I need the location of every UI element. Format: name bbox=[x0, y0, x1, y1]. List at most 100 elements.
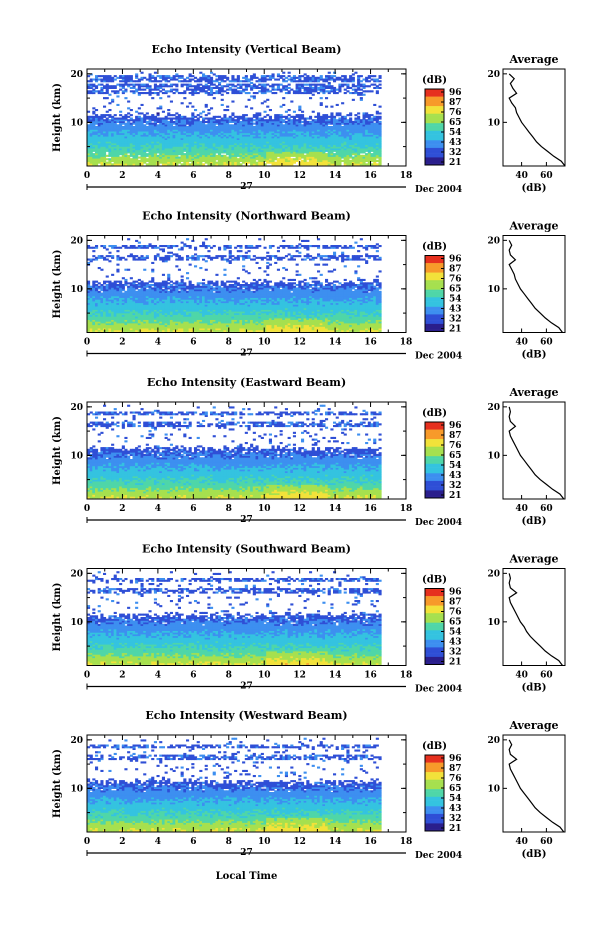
colorbar-tick: 43 bbox=[449, 804, 462, 814]
average-title: Average bbox=[508, 386, 558, 399]
average-x-tick: 60 bbox=[540, 171, 553, 181]
day-label: 27 bbox=[240, 349, 253, 359]
colorbar-tick: 54 bbox=[449, 794, 462, 804]
x-tick-label: 6 bbox=[190, 671, 196, 681]
x-tick-label: 4 bbox=[155, 837, 161, 847]
x-tick-label: 2 bbox=[119, 171, 125, 181]
colorbar-tick: 43 bbox=[449, 471, 462, 481]
day-label: 27 bbox=[240, 682, 253, 692]
average-x-tick: 60 bbox=[540, 837, 553, 847]
x-tick-label: 18 bbox=[400, 671, 413, 681]
colorbar-tick: 21 bbox=[449, 158, 462, 168]
colorbar-tick: 32 bbox=[449, 648, 462, 658]
x-tick-label: 14 bbox=[329, 171, 342, 181]
average-title: Average bbox=[508, 719, 558, 732]
average-x-label: (dB) bbox=[522, 350, 547, 361]
x-tick-label: 6 bbox=[190, 338, 196, 348]
y-tick-label: 10 bbox=[70, 784, 83, 794]
y-tick-label: 20 bbox=[70, 70, 83, 80]
colorbar-tick: 43 bbox=[449, 138, 462, 148]
colorbar-tick: 87 bbox=[449, 431, 462, 441]
heatmap bbox=[87, 737, 382, 832]
average-y-tick: 10 bbox=[487, 784, 500, 794]
colorbar-unit: (dB) bbox=[422, 242, 447, 253]
colorbar-tick: 21 bbox=[449, 491, 462, 501]
x-tick-label: 6 bbox=[190, 171, 196, 181]
panel-title: Echo Intensity (Southward Beam) bbox=[142, 543, 351, 556]
average-profile-line bbox=[508, 73, 566, 167]
average-title: Average bbox=[508, 220, 558, 233]
x-tick-label: 2 bbox=[119, 671, 125, 681]
x-tick-label: 10 bbox=[258, 837, 271, 847]
x-tick-label: 2 bbox=[119, 338, 125, 348]
x-tick-label: 0 bbox=[84, 671, 90, 681]
x-tick-label: 6 bbox=[190, 504, 196, 514]
colorbar-tick: 96 bbox=[449, 754, 462, 764]
average-x-tick: 60 bbox=[540, 504, 553, 514]
heatmap bbox=[87, 238, 382, 332]
colorbar-tick: 76 bbox=[449, 774, 462, 784]
y-tick-label: 20 bbox=[70, 403, 83, 413]
x-tick-label: 16 bbox=[364, 338, 377, 348]
date-label: Dec 2004 bbox=[415, 518, 462, 528]
panel-5: Echo Intensity (Westward Beam) 0 2 4 6 8 10 12 1… bbox=[52, 709, 566, 861]
average-y-tick: 20 bbox=[487, 403, 500, 413]
colorbar-tick: 65 bbox=[449, 618, 462, 628]
x-tick-label: 2 bbox=[119, 837, 125, 847]
x-axis-label: Local Time bbox=[216, 871, 278, 882]
x-tick-label: 12 bbox=[293, 504, 306, 514]
colorbar-tick: 54 bbox=[449, 461, 462, 471]
average-profile: Average 40 60 10 20 (dB) bbox=[487, 386, 566, 527]
colorbar bbox=[424, 421, 445, 499]
x-tick-label: 18 bbox=[400, 338, 413, 348]
y-axis-label: Height (km) bbox=[52, 250, 63, 319]
colorbar-tick: 43 bbox=[449, 305, 462, 315]
colorbar-tick: 21 bbox=[449, 658, 462, 668]
colorbar-tick: 54 bbox=[449, 128, 462, 138]
x-tick-label: 12 bbox=[293, 171, 306, 181]
day-label: 27 bbox=[240, 182, 253, 192]
average-profile: Average 40 60 10 20 (dB) bbox=[487, 220, 566, 361]
x-tick-label: 18 bbox=[400, 837, 413, 847]
average-profile: Average 40 60 10 20 (dB) bbox=[487, 553, 566, 694]
y-axis-label: Height (km) bbox=[52, 749, 63, 818]
average-y-tick: 10 bbox=[487, 285, 500, 295]
average-y-tick: 10 bbox=[487, 118, 500, 128]
heatmap bbox=[87, 71, 382, 166]
average-x-tick: 60 bbox=[540, 671, 553, 681]
average-title: Average bbox=[508, 553, 558, 566]
x-tick-label: 8 bbox=[226, 171, 232, 181]
y-axis-label: Height (km) bbox=[52, 583, 63, 652]
panel-2: Echo Intensity (Northward Beam) 0 2 4 6 8 10 12… bbox=[52, 210, 566, 362]
panel-title: Echo Intensity (Vertical Beam) bbox=[151, 43, 341, 56]
x-tick-label: 4 bbox=[155, 504, 161, 514]
x-tick-label: 4 bbox=[155, 171, 161, 181]
average-profile-line bbox=[508, 573, 563, 666]
average-x-tick: 60 bbox=[540, 338, 553, 348]
day-label: 27 bbox=[240, 515, 253, 525]
panel-title: Echo Intensity (Eastward Beam) bbox=[147, 376, 346, 389]
heatmap bbox=[87, 404, 382, 499]
x-tick-label: 0 bbox=[84, 171, 90, 181]
colorbar bbox=[424, 88, 445, 166]
average-y-tick: 20 bbox=[487, 70, 500, 80]
x-tick-label: 2 bbox=[119, 504, 125, 514]
average-x-tick: 40 bbox=[515, 837, 528, 847]
x-tick-label: 8 bbox=[226, 504, 232, 514]
colorbar-tick: 21 bbox=[449, 824, 462, 834]
y-tick-label: 20 bbox=[70, 736, 83, 746]
colorbar-tick: 65 bbox=[449, 118, 462, 128]
average-x-tick: 40 bbox=[515, 504, 528, 514]
panel-title: Echo Intensity (Northward Beam) bbox=[142, 210, 351, 223]
x-tick-label: 0 bbox=[84, 338, 90, 348]
x-tick-label: 4 bbox=[155, 671, 161, 681]
average-y-tick: 10 bbox=[487, 451, 500, 461]
average-x-label: (dB) bbox=[522, 183, 547, 194]
panel-title: Echo Intensity (Westward Beam) bbox=[145, 709, 347, 722]
colorbar-tick: 87 bbox=[449, 265, 462, 275]
date-label: Dec 2004 bbox=[415, 851, 462, 861]
colorbar-tick: 32 bbox=[449, 814, 462, 824]
x-tick-label: 10 bbox=[258, 171, 271, 181]
x-tick-label: 8 bbox=[226, 338, 232, 348]
